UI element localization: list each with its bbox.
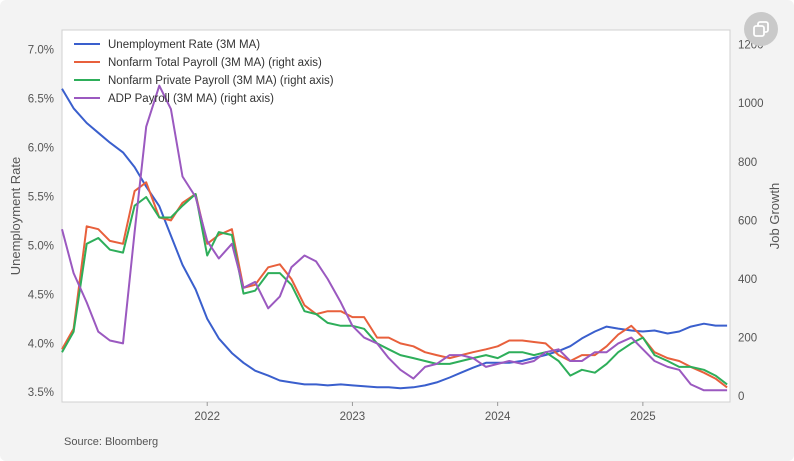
series-line-4: [61, 84, 728, 392]
x-tick-label: 2024: [485, 411, 511, 423]
copy-button[interactable]: [744, 12, 778, 46]
right-axis-label: Job Growth: [767, 183, 782, 249]
right-tick-label: 200: [738, 333, 757, 345]
source-note: Source: Bloomberg: [64, 436, 159, 448]
left-tick-label: 6.5%: [28, 94, 54, 106]
right-tick-label: 800: [738, 157, 757, 169]
series-line-1: [61, 88, 728, 390]
right-tick-label: 600: [738, 215, 757, 227]
left-tick-label: 3.5%: [28, 387, 54, 399]
x-tick-label: 2022: [194, 411, 220, 423]
x-tick-label: 2023: [340, 411, 366, 423]
left-tick-label: 7.0%: [28, 45, 54, 57]
left-axis-label: Unemployment Rate: [8, 157, 23, 276]
right-tick-label: 0: [738, 391, 744, 403]
left-tick-label: 5.0%: [28, 240, 54, 252]
left-tick-label: 6.0%: [28, 142, 54, 154]
legend-label: Nonfarm Total Payroll (3M MA) (right axi…: [108, 57, 322, 69]
right-tick-label: 1000: [738, 98, 764, 110]
left-tick-label: 4.5%: [28, 289, 54, 301]
right-tick-label: 400: [738, 274, 757, 286]
series-line-2: [61, 181, 728, 389]
legend-label: Nonfarm Private Payroll (3M MA) (right a…: [108, 75, 334, 87]
series-line-3: [61, 193, 728, 386]
series-layer: [61, 84, 728, 392]
axis-layer: 3.5% 4.0% 4.5% 5.0% 5.5% 6.0% 6.5% 7.0% 0 200 400 6…: [8, 40, 782, 423]
legend-label: Unemployment Rate (3M MA): [108, 39, 260, 51]
legend-label: ADP Payroll (3M MA) (right axis): [108, 93, 274, 105]
x-tick-label: 2025: [630, 411, 656, 423]
left-tick-label: 5.5%: [28, 191, 54, 203]
left-tick-label: 4.0%: [28, 338, 54, 350]
copy-icon: [753, 21, 769, 37]
legend: Unemployment Rate (3M MA) Nonfarm Total P…: [74, 39, 334, 105]
